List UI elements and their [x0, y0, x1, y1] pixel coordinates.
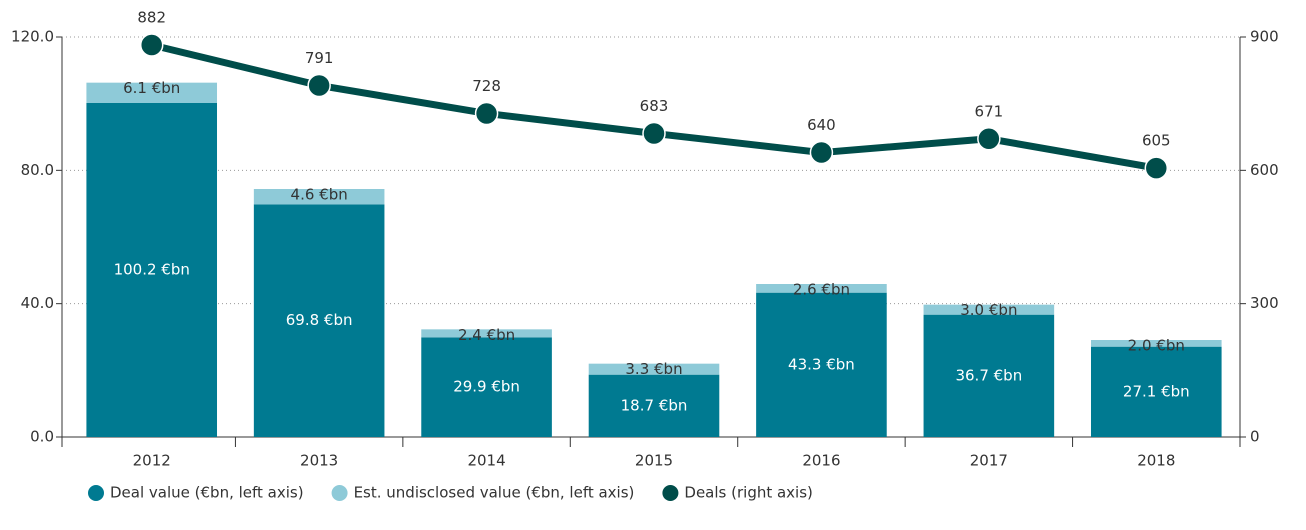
point-label: 640: [807, 116, 836, 134]
x-tick-label: 2014: [467, 452, 505, 470]
point-label: 605: [1142, 132, 1171, 150]
bar-segment: [421, 329, 552, 338]
y2-tick-label: 600: [1250, 161, 1279, 179]
value-label: 3.3 €bn: [625, 360, 682, 378]
bar-segment: [756, 292, 887, 437]
bar-segment: [253, 189, 385, 205]
value-label: 2.6 €bn: [793, 281, 850, 299]
point-label: 683: [640, 97, 669, 115]
value-label: 100.2 €bn: [114, 261, 190, 279]
point-label: 882: [137, 9, 166, 27]
line-point: [1144, 156, 1169, 180]
y2-tick-label: 0: [1250, 428, 1260, 446]
y-tick-label: 80.0: [21, 161, 54, 179]
legend-label: Est. undisclosed value (€bn, left axis): [354, 484, 635, 502]
legend-label: Deal value (€bn, left axis): [110, 484, 304, 502]
x-tick-label: 2012: [133, 452, 171, 470]
value-label: 2.4 €bn: [458, 326, 515, 344]
line-point: [139, 33, 164, 57]
bar-segment: [923, 304, 1055, 315]
y-tick-label: 40.0: [21, 294, 54, 312]
line-point: [642, 121, 666, 146]
y-tick-label: 120.0: [11, 28, 54, 46]
bar-segment: [923, 314, 1055, 437]
legend-swatch: [88, 485, 104, 501]
bar-segment: [86, 103, 218, 437]
bar-segment: [1090, 340, 1222, 347]
value-label: 69.8 €bn: [286, 311, 353, 329]
value-label: 27.1 €bn: [1123, 382, 1190, 400]
legend-label: Deals (right axis): [684, 484, 813, 502]
line-point: [307, 73, 331, 98]
value-label: 6.1 €bn: [123, 79, 180, 97]
value-label: 2.0 €bn: [1128, 337, 1185, 355]
y-tick-label: 0.0: [30, 428, 54, 446]
x-tick-label: 2016: [802, 452, 840, 470]
value-label: 43.3 €bn: [788, 355, 855, 373]
bar-segment: [588, 363, 720, 375]
bar-segment: [421, 337, 552, 437]
value-label: 3.0 €bn: [960, 301, 1017, 319]
legend-swatch: [662, 485, 679, 501]
line-point: [809, 140, 834, 165]
x-tick-label: 2013: [300, 452, 338, 470]
bar-segment: [756, 284, 887, 293]
value-label: 36.7 €bn: [955, 366, 1022, 384]
value-label: 4.6 €bn: [291, 186, 348, 204]
y2-tick-label: 300: [1250, 294, 1279, 312]
y2-tick-label: 900: [1250, 28, 1279, 46]
legend-swatch: [331, 485, 348, 501]
point-label: 728: [472, 77, 501, 95]
value-label: 18.7 €bn: [621, 396, 688, 414]
bar-segment: [253, 204, 385, 437]
bar-segment: [588, 374, 720, 437]
x-tick-label: 2017: [970, 452, 1008, 470]
point-label: 791: [305, 49, 334, 67]
bar-segment: [86, 82, 218, 103]
x-tick-label: 2015: [635, 452, 673, 470]
point-label: 671: [975, 102, 1004, 120]
x-tick-label: 2018: [1137, 452, 1175, 470]
value-label: 29.9 €bn: [453, 378, 520, 396]
bar-segment: [1090, 346, 1222, 437]
line-point: [474, 101, 499, 126]
line-point: [977, 127, 1001, 151]
